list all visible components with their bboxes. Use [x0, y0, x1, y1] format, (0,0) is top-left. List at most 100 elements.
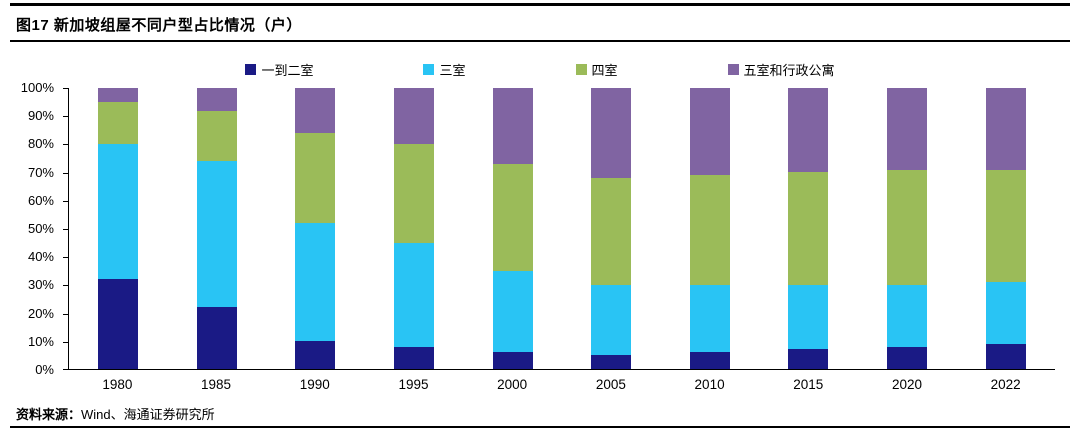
y-axis-tick-label: 40% [27, 249, 54, 265]
bar-segment-一到二室 [492, 352, 533, 369]
bar-segment-一到二室 [788, 349, 829, 369]
y-axis-tick-label: 80% [27, 136, 54, 152]
y-axis-tick [63, 313, 69, 315]
bar-segment-四室 [394, 144, 435, 243]
bar-segment-一到二室 [985, 343, 1026, 369]
bar-segment-一到二室 [887, 346, 928, 369]
legend-item: 四室 [575, 60, 618, 79]
bar-segment-四室 [887, 169, 928, 285]
bar-segment-四室 [492, 163, 533, 271]
y-axis-tick [63, 257, 69, 259]
y-axis-tick [63, 116, 69, 118]
stacked-bar [887, 88, 928, 369]
legend-swatch [575, 64, 587, 75]
x-axis-tick-label: 2005 [595, 377, 626, 392]
bar-segment-三室 [394, 242, 435, 347]
title-divider [10, 40, 1070, 42]
bar-segment-三室 [591, 284, 632, 355]
bar-segment-三室 [492, 270, 533, 353]
bar-slot [266, 88, 365, 369]
x-axis-tick-label: 2020 [891, 377, 922, 392]
bar-segment-四室 [98, 102, 139, 145]
y-axis-tick [63, 144, 69, 146]
x-axis-labels: 1980 1985 1990 1995 2000 2005 2010 2015 2020 2022 [68, 377, 1055, 392]
plot-area [63, 88, 1055, 370]
bars-container [69, 88, 1055, 369]
y-axis-tick [63, 341, 69, 343]
y-axis-tick-label: 90% [27, 108, 54, 124]
bar-segment-一到二室 [591, 354, 632, 369]
bar-segment-五室和行政公寓 [394, 88, 435, 145]
bar-segment-三室 [98, 144, 139, 280]
y-axis-tick [63, 369, 69, 370]
y-axis-tick-label: 50% [27, 221, 54, 236]
legend-item: 五室和行政公寓 [727, 60, 835, 79]
bar-segment-五室和行政公寓 [985, 88, 1026, 170]
y-axis-tick-label: 70% [27, 164, 54, 180]
legend-label: 四室 [591, 63, 618, 78]
bar-segment-五室和行政公寓 [788, 88, 829, 173]
x-axis-tick-label: 1980 [102, 377, 133, 392]
source-note: 资料来源：Wind、海通证券研究所 [16, 404, 215, 423]
bar-segment-四室 [196, 110, 237, 162]
bar-slot [562, 88, 661, 369]
bar-segment-四室 [591, 177, 632, 285]
stacked-bar [788, 88, 829, 369]
legend-item: 一到二室 [245, 60, 313, 79]
y-axis-tick-label: 30% [27, 277, 54, 293]
legend-swatch [727, 64, 739, 75]
bar-slot [759, 88, 858, 369]
stacked-bar [394, 88, 435, 369]
bottom-divider [10, 426, 1070, 428]
bar-segment-四室 [788, 172, 829, 285]
bar-segment-一到二室 [98, 279, 139, 369]
bar-segment-三室 [689, 284, 730, 353]
bar-segment-五室和行政公寓 [591, 88, 632, 178]
stacked-bar [591, 88, 632, 369]
bar-segment-四室 [689, 175, 730, 285]
bar-segment-一到二室 [394, 346, 435, 369]
bar-segment-五室和行政公寓 [887, 88, 928, 170]
top-divider [10, 3, 1070, 6]
legend-swatch [423, 64, 435, 75]
y-axis-tick-label: 60% [27, 192, 54, 208]
x-axis-tick-label: 1995 [398, 377, 429, 392]
bar-segment-一到二室 [689, 352, 730, 369]
y-axis-tick [63, 88, 69, 89]
stacked-bar [98, 88, 139, 369]
stacked-bar [196, 88, 237, 369]
y-axis-tick-label: 100% [20, 80, 54, 95]
bar-segment-一到二室 [295, 340, 336, 369]
y-axis-tick [63, 229, 69, 230]
x-axis-tick-label: 2015 [793, 377, 824, 392]
y-axis-tick [63, 285, 69, 287]
bar-slot [858, 88, 957, 369]
y-axis-labels: 0% 10% 20% 30% 40% 50% 60% 70% 80% 90% 100% [0, 81, 62, 377]
chart-legend: 一到二室 三室 四室 五室和行政公寓 [0, 60, 1080, 79]
source-value: Wind、海通证券研究所 [81, 407, 215, 422]
y-axis-tick [63, 200, 69, 202]
legend-label: 三室 [439, 63, 466, 78]
legend-item: 三室 [423, 60, 466, 79]
bar-segment-一到二室 [196, 307, 237, 369]
bar-segment-五室和行政公寓 [689, 88, 730, 176]
bar-segment-五室和行政公寓 [98, 88, 139, 103]
y-axis-tick-label: 0% [35, 362, 54, 377]
bar-slot [168, 88, 267, 369]
chart-title: 图17 新加坡组屋不同户型占比情况（户） [16, 17, 302, 34]
stacked-bar [985, 88, 1026, 369]
stacked-bar [295, 88, 336, 369]
stacked-bar [689, 88, 730, 369]
legend-swatch [245, 64, 257, 75]
bar-slot [661, 88, 760, 369]
bar-segment-三室 [985, 281, 1026, 344]
bar-segment-四室 [295, 132, 336, 223]
bar-segment-三室 [295, 222, 336, 341]
stacked-bar [492, 88, 533, 369]
y-axis-tick [63, 172, 69, 174]
bar-slot [956, 88, 1055, 369]
bar-segment-三室 [887, 284, 928, 347]
y-axis-tick-label: 20% [27, 305, 54, 321]
x-axis-tick-label: 2010 [694, 377, 725, 392]
bar-slot [365, 88, 464, 369]
